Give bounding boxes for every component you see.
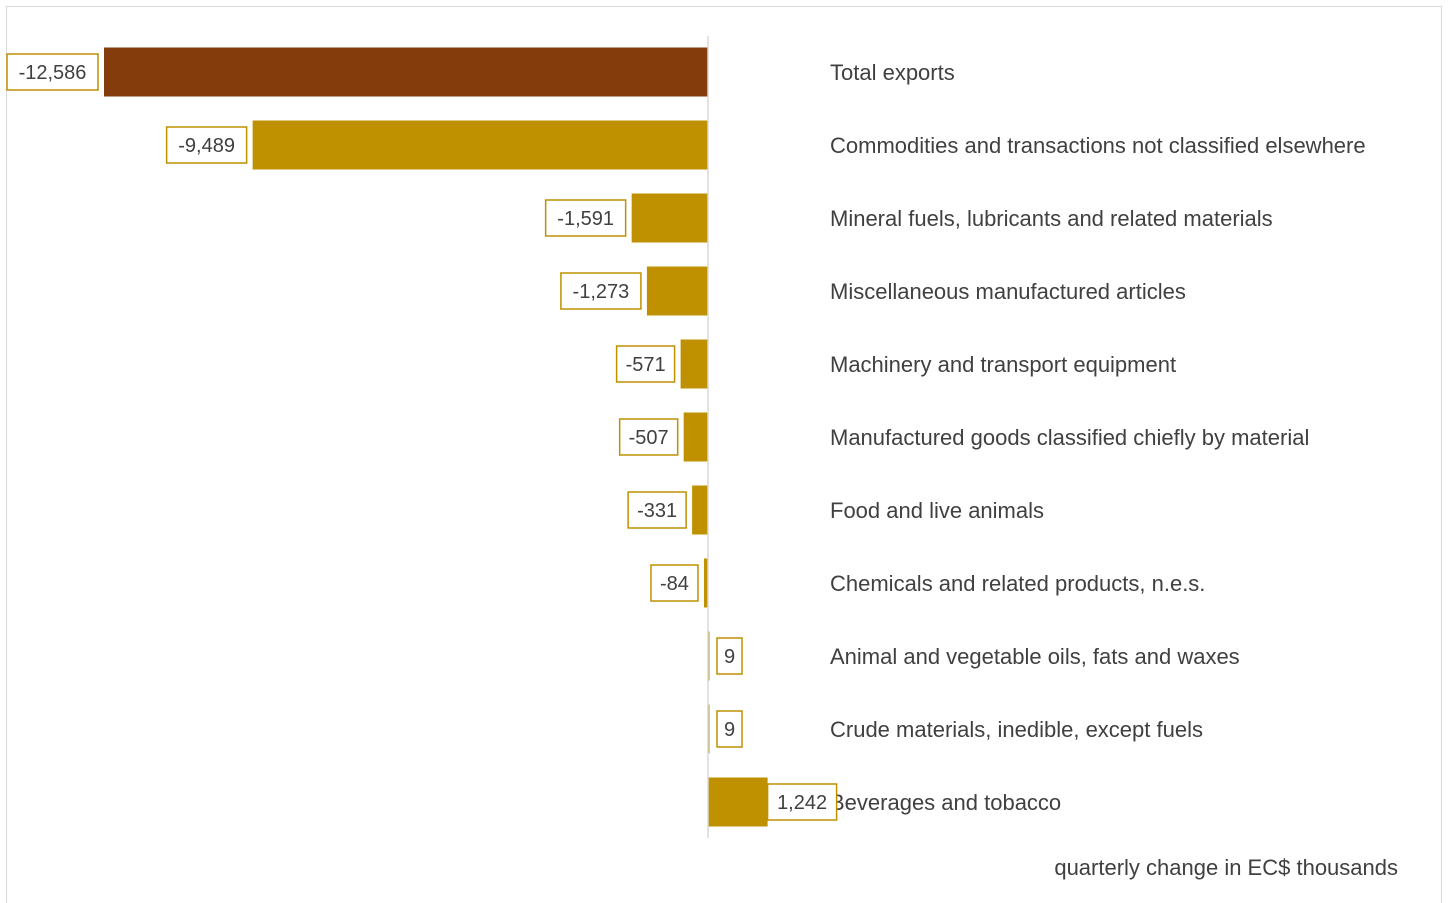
data-label-text: -9,489 (178, 135, 235, 157)
bar-commodities-and-transactions-not-classified-elsewhere (252, 120, 708, 170)
category-label-commodities-and-transactions-not-classified-elsewhere: Commodities and transactions not classif… (830, 133, 1366, 158)
data-label-text: 9 (724, 719, 735, 741)
data-label-box (716, 710, 743, 748)
bar-chemicals-and-related-products-n-e-s (703, 558, 708, 608)
bar-miscellaneous-manufactured-articles (646, 266, 708, 316)
data-label-commodities-and-transactions-not-classified-elsewhere: -9,489 (165, 126, 248, 164)
data-label-manufactured-goods-classified-chiefly-by-material: -507 (618, 418, 679, 456)
category-label-mineral-fuels-lubricants-and-related-materials: Mineral fuels, lubricants and related ma… (830, 206, 1273, 231)
data-label-text: -12,586 (19, 62, 87, 84)
category-label-beverages-and-tobacco: Beverages and tobacco (830, 790, 1061, 815)
category-label-food-and-live-animals: Food and live animals (830, 498, 1044, 523)
category-label-miscellaneous-manufactured-articles: Miscellaneous manufactured articles (830, 279, 1186, 304)
data-label-text: 9 (724, 646, 735, 668)
data-label-miscellaneous-manufactured-articles: -1,273 (560, 272, 642, 310)
data-label-box (650, 564, 699, 602)
category-label-chemicals-and-related-products-n-e-s: Chemicals and related products, n.e.s. (830, 571, 1205, 596)
data-label-animal-and-vegetable-oils-fats-and-waxes: 9 (716, 637, 743, 675)
bar-beverages-and-tobacco (708, 777, 768, 827)
data-label-machinery-and-transport-equipment: -571 (615, 345, 676, 383)
bar-machinery-and-transport-equipment (680, 339, 708, 389)
category-label-manufactured-goods-classified-chiefly-by-material: Manufactured goods classified chiefly by… (830, 425, 1309, 450)
data-label-beverages-and-tobacco: 1,242 (766, 783, 838, 821)
data-label-text: -507 (629, 427, 669, 449)
category-label-machinery-and-transport-equipment: Machinery and transport equipment (830, 352, 1176, 377)
category-label-crude-materials-inedible-except-fuels: Crude materials, inedible, except fuels (830, 717, 1203, 742)
bar-food-and-live-animals (692, 485, 708, 535)
category-label-total-exports: Total exports (830, 60, 955, 85)
data-label-box (544, 199, 627, 237)
data-label-text: 1,242 (777, 792, 827, 814)
data-label-total-exports: -12,586 (6, 53, 99, 91)
data-label-box (766, 783, 838, 821)
chart-frame (6, 6, 1442, 903)
data-label-text: -1,273 (573, 281, 630, 303)
data-label-text: -1,591 (557, 208, 614, 230)
labels-layer: Total exports -12,586 Commodities and tran… (6, 53, 1366, 821)
category-label-animal-and-vegetable-oils-fats-and-waxes: Animal and vegetable oils, fats and waxe… (830, 644, 1240, 669)
bar-manufactured-goods-classified-chiefly-by-material (683, 412, 708, 462)
data-label-box (627, 491, 687, 529)
bar-mineral-fuels-lubricants-and-related-materials (631, 193, 708, 243)
data-label-food-and-live-animals: -331 (627, 491, 687, 529)
bar-total-exports (104, 47, 708, 97)
data-label-text: -331 (637, 500, 677, 522)
data-label-box (618, 418, 679, 456)
data-label-mineral-fuels-lubricants-and-related-materials: -1,591 (544, 199, 627, 237)
data-label-chemicals-and-related-products-n-e-s: -84 (650, 564, 699, 602)
data-label-box (716, 637, 743, 675)
data-label-box (560, 272, 642, 310)
data-label-text: -84 (660, 573, 689, 595)
data-label-box (165, 126, 248, 164)
data-label-box (6, 53, 99, 91)
data-label-box (615, 345, 676, 383)
bars-layer (104, 47, 768, 827)
data-label-crude-materials-inedible-except-fuels: 9 (716, 710, 743, 748)
data-label-text: -571 (626, 354, 666, 376)
unit-note: quarterly change in EC$ thousands (1054, 855, 1398, 880)
